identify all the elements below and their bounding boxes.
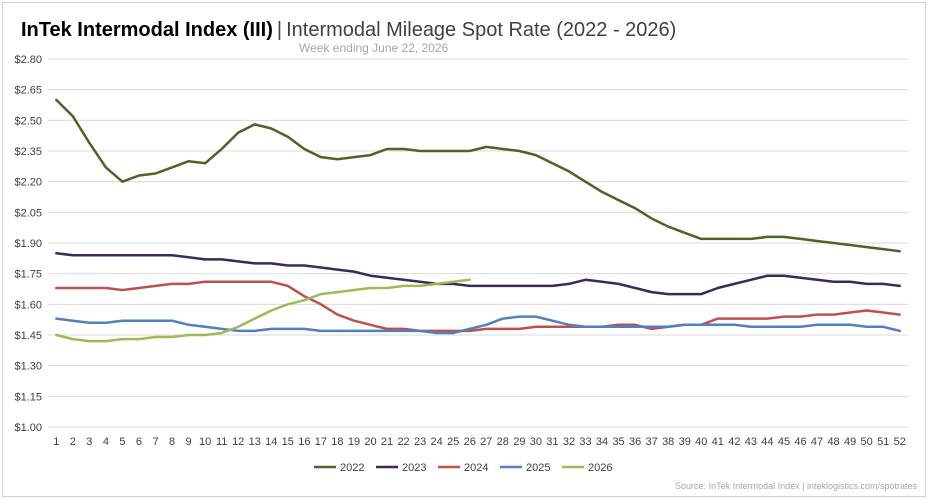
x-tick-label: 30 bbox=[530, 436, 542, 448]
chart-title-separator: | bbox=[276, 19, 283, 41]
series-line-2024 bbox=[55, 280, 901, 333]
x-tick-label: 11 bbox=[216, 436, 227, 448]
source-note: Source: InTek Intermodal Index | inteklo… bbox=[675, 481, 917, 491]
legend-label-2023: 2023 bbox=[402, 462, 426, 474]
x-tick-label: 24 bbox=[431, 436, 443, 448]
x-tick-label: 46 bbox=[794, 436, 806, 448]
series-line-2023 bbox=[55, 251, 901, 296]
chart-subtitle: Week ending June 22, 2026 bbox=[299, 41, 449, 55]
x-tick-label: 38 bbox=[662, 436, 674, 448]
series-line-2025 bbox=[55, 315, 901, 335]
y-tick-label: $2.80 bbox=[14, 54, 42, 66]
x-tick-label: 5 bbox=[119, 436, 125, 448]
y-tick-label: $2.65 bbox=[14, 85, 42, 97]
x-tick-label: 40 bbox=[695, 436, 707, 448]
x-tick-label: 17 bbox=[315, 436, 327, 448]
series-line-2022 bbox=[55, 98, 901, 253]
x-tick-label: 41 bbox=[712, 436, 724, 448]
y-tick-label: $2.35 bbox=[14, 146, 42, 158]
x-tick-label: 51 bbox=[877, 436, 889, 448]
x-tick-label: 16 bbox=[298, 436, 310, 448]
x-tick-label: 52 bbox=[894, 436, 906, 448]
legend-label-2025: 2025 bbox=[526, 462, 550, 474]
x-tick-label: 3 bbox=[86, 436, 92, 448]
x-tick-label: 15 bbox=[282, 436, 294, 448]
x-tick-label: 50 bbox=[861, 436, 873, 448]
x-tick-label: 29 bbox=[513, 436, 525, 448]
legend-label-2022: 2022 bbox=[340, 462, 364, 474]
x-tick-label: 14 bbox=[265, 436, 277, 448]
legend: 2022 2023 2024 2025 2026 bbox=[314, 462, 612, 474]
x-axis: 1 2 3 4 5 6 7 8 9 10 11 12 13 14 15 16 17 18 19 20 21 22 23 24 2… bbox=[53, 436, 906, 448]
x-tick-label: 48 bbox=[827, 436, 839, 448]
x-tick-label: 43 bbox=[745, 436, 757, 448]
x-tick-label: 25 bbox=[447, 436, 459, 448]
x-tick-label: 27 bbox=[480, 436, 492, 448]
x-tick-label: 21 bbox=[381, 436, 393, 448]
x-tick-label: 18 bbox=[331, 436, 343, 448]
x-tick-label: 36 bbox=[629, 436, 641, 448]
x-tick-label: 34 bbox=[596, 436, 608, 448]
x-tick-label: 39 bbox=[679, 436, 691, 448]
y-tick-label: $1.60 bbox=[14, 299, 42, 311]
x-tick-label: 45 bbox=[778, 436, 790, 448]
y-tick-label: $1.30 bbox=[14, 361, 42, 373]
chart-title-rest: Intermodal Mileage Spot Rate (2022 - 202… bbox=[286, 19, 677, 41]
x-tick-label: 47 bbox=[811, 436, 823, 448]
y-tick-label: $1.45 bbox=[14, 330, 42, 342]
y-tick-label: $1.90 bbox=[14, 238, 42, 250]
x-tick-label: 35 bbox=[612, 436, 624, 448]
x-tick-label: 20 bbox=[364, 436, 376, 448]
x-tick-label: 4 bbox=[103, 436, 109, 448]
chart-title: InTek Intermodal Index (III) | Intermodal … bbox=[21, 17, 676, 43]
y-tick-label: $1.00 bbox=[14, 422, 42, 434]
x-tick-label: 1 bbox=[53, 436, 59, 448]
legend-label-2026: 2026 bbox=[588, 462, 612, 474]
y-tick-label: $1.15 bbox=[14, 391, 42, 403]
x-tick-label: 19 bbox=[348, 436, 360, 448]
x-tick-label: 49 bbox=[844, 436, 856, 448]
x-tick-label: 7 bbox=[152, 436, 158, 448]
x-tick-label: 12 bbox=[232, 436, 244, 448]
series-lines bbox=[55, 98, 901, 343]
chart-title-bold: InTek Intermodal Index (III) bbox=[21, 19, 273, 41]
gridlines bbox=[48, 58, 908, 428]
x-tick-label: 32 bbox=[563, 436, 575, 448]
y-tick-label: $2.05 bbox=[14, 207, 42, 219]
series-line-2026 bbox=[55, 278, 471, 343]
x-tick-label: 28 bbox=[497, 436, 509, 448]
x-tick-label: 6 bbox=[136, 436, 142, 448]
x-tick-label: 42 bbox=[728, 436, 740, 448]
legend-label-2024: 2024 bbox=[464, 462, 488, 474]
x-tick-label: 31 bbox=[546, 436, 558, 448]
x-tick-label: 9 bbox=[186, 436, 192, 448]
x-tick-label: 8 bbox=[169, 436, 175, 448]
x-tick-label: 22 bbox=[397, 436, 409, 448]
x-tick-label: 23 bbox=[414, 436, 426, 448]
x-tick-label: 10 bbox=[199, 436, 211, 448]
y-tick-label: $2.50 bbox=[14, 115, 42, 127]
x-tick-label: 2 bbox=[70, 436, 76, 448]
y-axis: $1.00 $1.15 $1.30 $1.45 $1.60 $1.75 $1.90 $2.05… bbox=[14, 54, 42, 434]
x-tick-label: 33 bbox=[579, 436, 591, 448]
x-tick-label: 26 bbox=[464, 436, 476, 448]
y-tick-label: $1.75 bbox=[14, 269, 42, 281]
x-tick-label: 44 bbox=[761, 436, 773, 448]
x-tick-label: 37 bbox=[646, 436, 658, 448]
y-tick-label: $2.20 bbox=[14, 177, 42, 189]
x-tick-label: 13 bbox=[249, 436, 261, 448]
